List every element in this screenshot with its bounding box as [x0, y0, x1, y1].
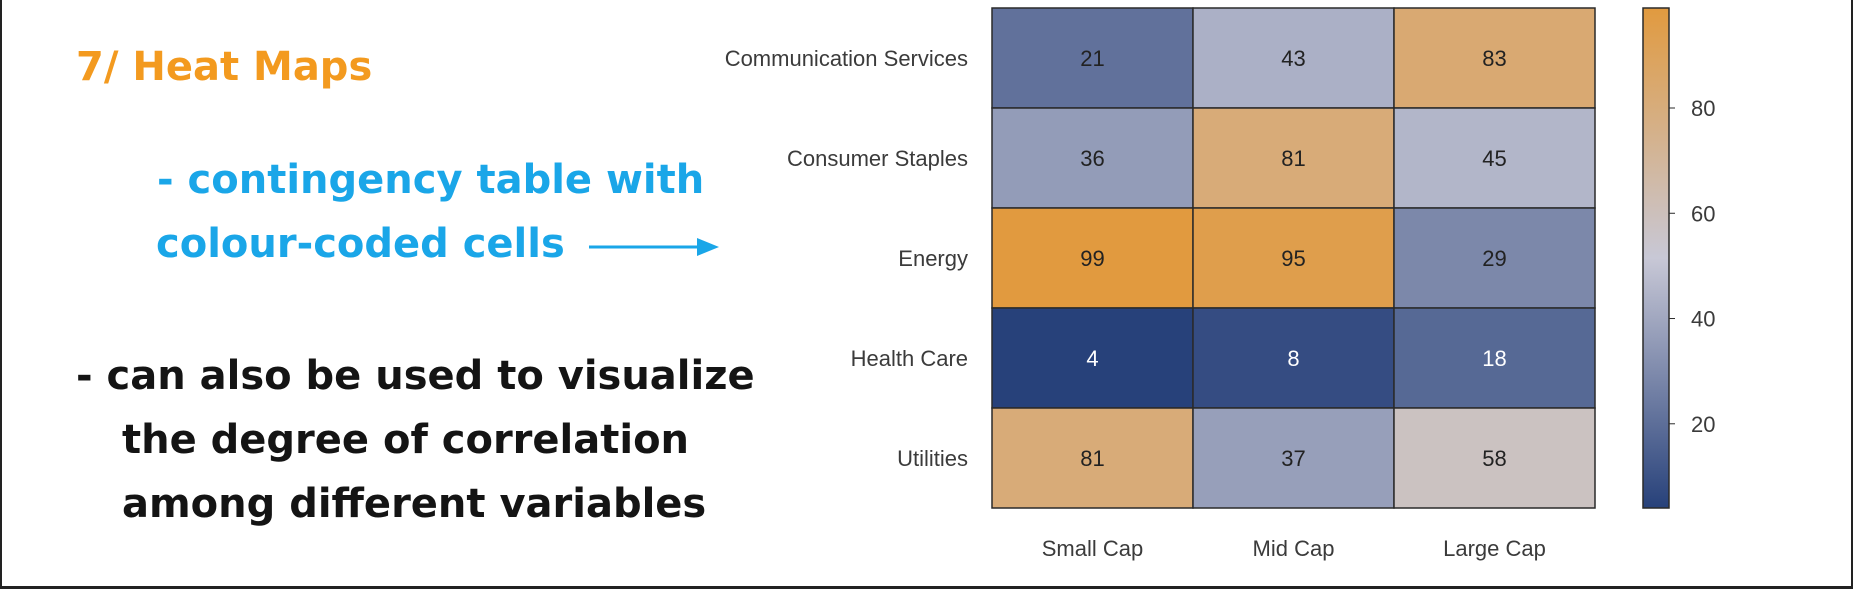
- cell-value-label: 18: [1482, 346, 1506, 371]
- heatmap-cell: [1393, 7, 1596, 109]
- colorbar-tick-label: 60: [1691, 201, 1715, 226]
- heatmap-cell: [991, 307, 1194, 409]
- row-label: Health Care: [851, 346, 968, 371]
- heatmap-cell: [1192, 207, 1395, 309]
- heatmap-cell: [991, 7, 1194, 109]
- bullet-line: - can also be used to visualize: [76, 353, 755, 399]
- heatmap-cell: [1393, 307, 1596, 409]
- cell-value-label: 36: [1080, 146, 1104, 171]
- colorbar-tick-label: 40: [1691, 307, 1715, 332]
- bullet-line: - contingency table with: [157, 157, 705, 203]
- heatmap-cell: [1393, 407, 1596, 509]
- column-label: Mid Cap: [1253, 536, 1335, 561]
- slide-title: 7/ Heat Maps: [76, 44, 373, 90]
- cell-value-label: 4: [1086, 346, 1098, 371]
- column-label: Small Cap: [1042, 536, 1143, 561]
- cell-value-label: 21: [1080, 46, 1104, 71]
- bullet-line: colour-coded cells: [156, 221, 565, 267]
- bullet-line: the degree of correlation: [122, 417, 690, 463]
- colorbar-tick-label: 20: [1691, 412, 1715, 437]
- heatmap-cell: [1192, 407, 1395, 509]
- column-label: Large Cap: [1443, 536, 1546, 561]
- cell-value-label: 58: [1482, 446, 1506, 471]
- cell-value-label: 37: [1281, 446, 1305, 471]
- cell-value-label: 81: [1080, 446, 1104, 471]
- cell-value-label: 81: [1281, 146, 1305, 171]
- heatmap-cell: [1393, 107, 1596, 209]
- heatmap-cell: [991, 407, 1194, 509]
- bullet-correlation: - can also be used to visualize the degr…: [76, 344, 755, 536]
- cell-value-label: 99: [1080, 246, 1104, 271]
- cell-value-label: 83: [1482, 46, 1506, 71]
- colorbar: [1642, 7, 1670, 509]
- cell-value-label: 8: [1287, 346, 1299, 371]
- bullet-contingency-table: - contingency table with colour-coded ce…: [156, 148, 705, 276]
- cell-value-label: 43: [1281, 46, 1305, 71]
- row-label: Consumer Staples: [787, 146, 968, 171]
- cell-value-label: 29: [1482, 246, 1506, 271]
- colorbar-tick-label: 80: [1691, 96, 1715, 121]
- row-label: Energy: [898, 246, 968, 271]
- bullet-line: among different variables: [122, 481, 707, 527]
- right-arrow-icon: [589, 238, 719, 256]
- heatmap-cell: [1192, 307, 1395, 409]
- heatmap-cell: [1393, 207, 1596, 309]
- cell-value-label: 95: [1281, 246, 1305, 271]
- heatmap-cell: [1192, 107, 1395, 209]
- row-label: Communication Services: [725, 46, 968, 71]
- row-label: Utilities: [897, 446, 968, 471]
- heatmap-cell: [1192, 7, 1395, 109]
- cell-value-label: 45: [1482, 146, 1506, 171]
